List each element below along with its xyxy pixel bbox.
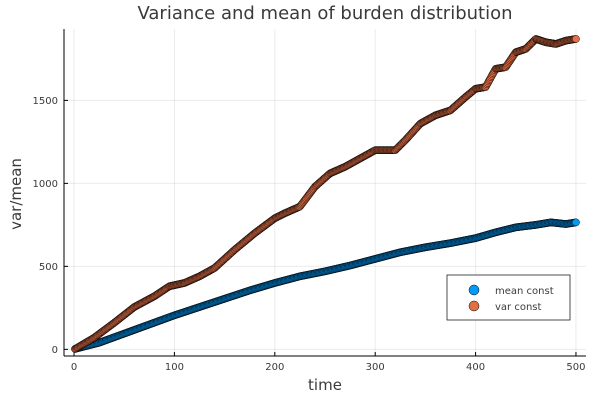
legend-label-mean-const: mean const [495,286,554,297]
y-tick-labels: 0 500 1000 1500 [33,96,58,356]
legend: mean const var const [446,274,571,321]
data-point-mean-const [572,218,580,227]
y-axis-label: var/mean [7,158,25,230]
x-tick-label: 400 [466,362,485,373]
y-tick-label: 1000 [33,179,58,190]
x-tick-labels: 0 100 200 300 400 500 [71,362,586,373]
data-points [71,35,580,353]
legend-marker-var-const [468,300,480,312]
y-tick-label: 500 [39,262,58,273]
x-tick-label: 500 [566,362,585,373]
grid-lines [64,29,586,356]
x-tick-label: 200 [265,362,284,373]
x-axis-label: time [308,376,342,394]
x-tick-label: 0 [71,362,77,373]
legend-box [446,274,571,321]
legend-label-var-const: var const [495,302,542,313]
axes [63,29,586,357]
x-tick-label: 300 [366,362,385,373]
legend-marker-mean-const [468,284,480,296]
data-point-var-const [572,35,580,43]
chart-title: Variance and mean of burden distribution [137,3,512,24]
x-tick-label: 100 [165,362,184,373]
y-tick-label: 1500 [33,96,58,107]
y-tick-label: 0 [52,345,58,356]
